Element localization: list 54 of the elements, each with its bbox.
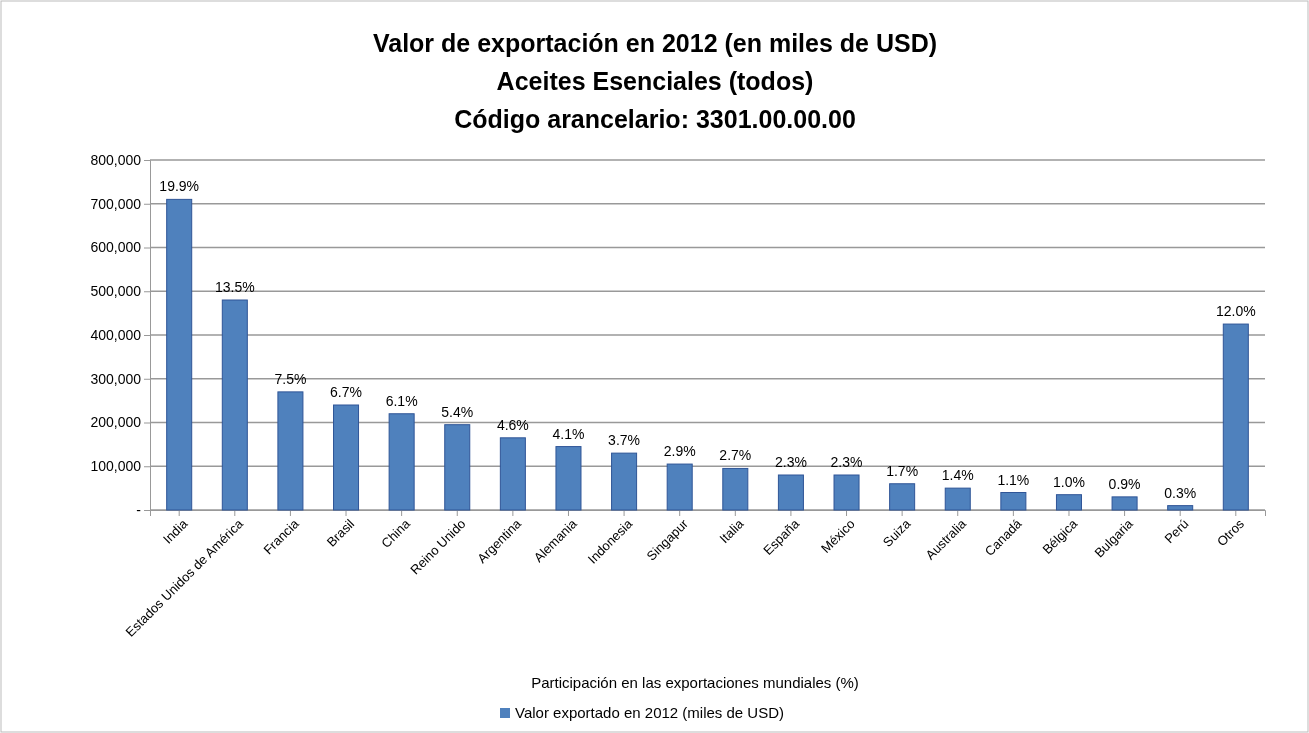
annotation: 6.1% <box>385 392 418 409</box>
y-tick-label: 300,000 <box>90 370 142 387</box>
annotation: 13.5% <box>214 279 255 295</box>
bar <box>1000 492 1027 511</box>
x-tick-label: Italia <box>716 515 748 547</box>
annotation: 2.3% <box>830 454 863 470</box>
bar <box>833 474 860 511</box>
annotation: 1.7% <box>886 462 919 479</box>
bar <box>499 437 526 511</box>
y-tick-label: 800,000 <box>90 151 142 168</box>
bar <box>666 463 693 511</box>
chart-title: Valor de exportación en 2012 (en miles de USD) <box>372 29 938 57</box>
annotation: 2.9% <box>663 443 696 460</box>
annotation: 3.7% <box>608 432 641 449</box>
annotation: 1.1% <box>997 471 1030 488</box>
bar <box>1111 496 1138 511</box>
annotation: 4.6% <box>496 416 529 433</box>
legend-label: Valor exportado en 2012 (miles de USD) <box>515 704 785 721</box>
chart-subtitle: Aceites Esenciales (todos) Código arancelario: 3301.00.00.00 <box>454 67 856 133</box>
y-tick-label: - <box>136 501 142 518</box>
bar <box>388 413 415 511</box>
bar <box>1167 505 1194 511</box>
y-tick-label: 400,000 <box>90 326 142 343</box>
annotation: 0.9% <box>1108 475 1141 492</box>
annotation: 5.4% <box>441 403 474 420</box>
bar <box>444 424 471 511</box>
bar <box>777 474 804 511</box>
annotation: 1.0% <box>1053 473 1085 490</box>
annotation: 2.3% <box>774 454 807 470</box>
bar <box>221 299 248 511</box>
y-tick-label: 200,000 <box>90 414 142 431</box>
bar <box>555 446 582 511</box>
bar <box>722 467 749 511</box>
bar <box>889 483 916 511</box>
annotation: 2.7% <box>719 447 752 464</box>
annotation: 7.5% <box>274 370 307 387</box>
y-tick-label: 600,000 <box>90 239 142 256</box>
annotation: 6.7% <box>330 384 362 400</box>
bar <box>333 404 360 511</box>
bar <box>277 391 304 511</box>
y-tick-label: 700,000 <box>90 195 142 212</box>
bar <box>1055 494 1082 511</box>
y-tick-label: 100,000 <box>90 458 142 475</box>
y-tick-label: 500,000 <box>90 283 142 300</box>
annotation: 19.9% <box>159 178 200 195</box>
x-axis-title: Participación en las exportaciones mundiales (%) <box>531 674 859 691</box>
annotation: 4.1% <box>552 425 585 442</box>
annotation: 12.0% <box>1215 303 1256 320</box>
bar <box>944 487 971 511</box>
annotation: 1.4% <box>941 467 974 484</box>
bar <box>166 198 193 511</box>
bar <box>1222 323 1249 511</box>
bar <box>611 452 638 511</box>
annotation: 0.3% <box>1164 484 1197 501</box>
